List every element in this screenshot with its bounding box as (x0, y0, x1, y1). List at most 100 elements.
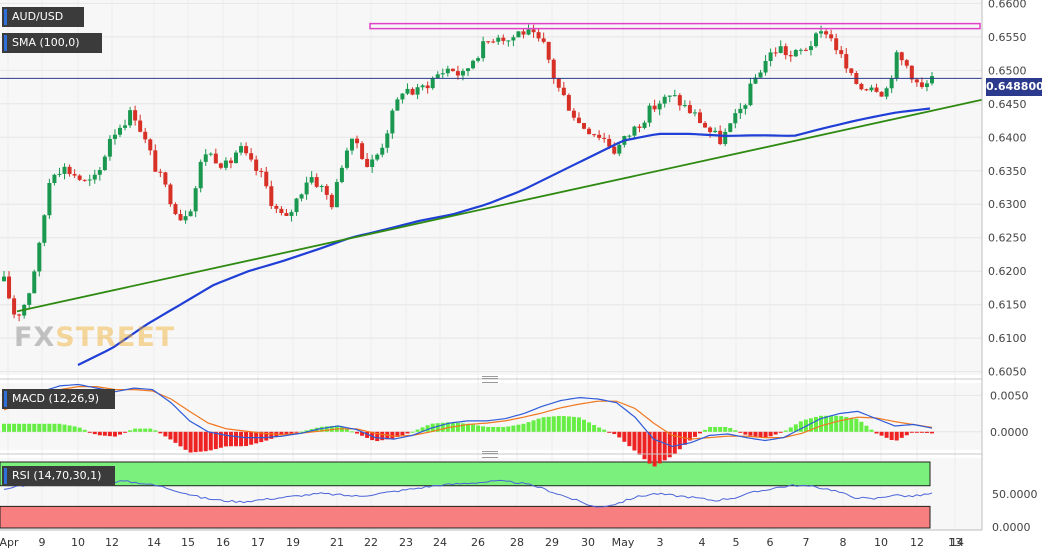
macd-hist-bar-positive (445, 422, 450, 432)
bull-candle (415, 87, 420, 95)
macd-hist-bar-positive (32, 423, 37, 432)
macd-hist-bar-positive (808, 418, 813, 432)
symbol-label[interactable]: AUD/USD (2, 7, 84, 27)
macd-hist-bar-negative (118, 431, 122, 435)
bear-candle (637, 126, 642, 128)
bull-candle (471, 60, 476, 69)
macd-hist-bar-negative (617, 431, 622, 438)
bear-candle (360, 143, 365, 159)
ascending-trendline[interactable] (16, 98, 983, 313)
macd-hist-bar-negative (284, 431, 289, 435)
macd-hist-bar-negative (627, 431, 632, 447)
macd-hist-bar-positive (733, 430, 738, 432)
macd-hist-bar-positive (350, 431, 354, 433)
time-tick-label: 17 (251, 536, 265, 549)
macd-hist-bar-positive (854, 418, 859, 432)
last-price-badge: 0.648800 (986, 78, 1044, 96)
bull-candle (208, 153, 213, 155)
macd-hist-bar-negative (218, 431, 223, 448)
macd-hist-bar-negative (269, 431, 274, 439)
bull-candle (748, 83, 753, 106)
macd-pane[interactable] (0, 383, 982, 450)
bull-candle (445, 68, 450, 74)
macd-line (3, 383, 933, 448)
macd-legend[interactable]: MACD (12,26,9) (2, 389, 115, 409)
macd-hist-bar-positive (541, 417, 546, 432)
bear-candle (582, 123, 586, 129)
macd-hist-bar-positive (27, 423, 32, 432)
bull-candle (632, 126, 637, 136)
sma-100-line (77, 107, 931, 366)
macd-hist-bar-negative (173, 431, 178, 443)
bear-candle (698, 112, 702, 124)
price-tick-label: 0.6400 (988, 131, 1027, 144)
bear-candle (17, 314, 22, 316)
time-tick-label: 3 (657, 536, 664, 549)
macd-hist-bar-positive (592, 425, 597, 432)
macd-hist-bar-positive (829, 415, 834, 432)
macd-hist-bar-negative (193, 431, 198, 453)
bear-candle (839, 50, 844, 55)
pane-resize-handle-1[interactable] (482, 376, 498, 383)
macd-hist-bar-negative (622, 431, 627, 442)
macd-hist-bar-positive (460, 423, 465, 432)
bear-candle (597, 134, 602, 138)
time-tick-label: 9 (39, 536, 46, 549)
macd-hist-bar-positive (42, 423, 47, 432)
macd-hist-bar-positive (501, 426, 506, 432)
bull-candle (92, 174, 97, 180)
rsi-legend[interactable]: RSI (14,70,30,1) (2, 466, 115, 486)
bull-candle (819, 31, 824, 34)
bull-candle (758, 72, 763, 78)
macd-hist-bar-negative (365, 431, 370, 438)
bear-candle (244, 146, 249, 154)
y-axis: 0.6600 0.6550 0.6500 0.6450 0.6400 0.6350 0.63… (988, 0, 1038, 534)
bear-candle (849, 68, 854, 74)
bear-candle (834, 38, 839, 51)
price-pane[interactable] (0, 0, 982, 375)
macd-hist-bar-negative (909, 431, 914, 433)
bull-candle (723, 131, 728, 145)
macd-hist-bar-positive (67, 425, 72, 432)
macd-hist-bar-positive (304, 430, 309, 432)
macd-hist-bar-negative (692, 431, 697, 437)
bear-candle (521, 31, 526, 35)
bear-candle (904, 60, 909, 66)
macd-hist-bar-negative (360, 431, 365, 436)
rsi-legend-text: RSI (14,70,30,1) (12, 469, 102, 482)
macd-hist-bar-positive (506, 426, 511, 432)
pane-resize-handle-2[interactable] (482, 451, 498, 458)
macd-hist-bar-positive (476, 425, 481, 432)
bull-candle (193, 188, 198, 212)
bull-candle (642, 122, 647, 128)
bear-candle (274, 205, 279, 209)
bear-candle (919, 82, 924, 88)
price-tick-label: 0.6200 (988, 265, 1027, 278)
bull-candle (370, 159, 375, 168)
price-tick-label: 0.6050 (988, 366, 1027, 379)
macd-hist-bar-negative (213, 431, 218, 450)
macd-hist-bar-negative (102, 431, 107, 436)
macd-hist-bar-negative (758, 431, 763, 438)
bear-candle (218, 163, 223, 168)
macd-hist-bar-positive (566, 416, 571, 432)
rsi-tick-label: 50.0000 (992, 488, 1038, 501)
bull-candle (662, 96, 667, 104)
macd-hist-bar-positive (62, 424, 67, 432)
resistance-zone[interactable] (369, 22, 981, 30)
macd-hist-bar-negative (168, 431, 173, 440)
bull-candle (37, 242, 42, 272)
macd-hist-bar-negative (239, 431, 244, 447)
macd-hist-bar-positive (72, 426, 77, 432)
bull-candle (339, 167, 344, 183)
bear-candle (546, 41, 551, 60)
macd-hist-bar-negative (87, 431, 92, 433)
macd-hist-bar-negative (672, 431, 677, 454)
macd-hist-bar-positive (319, 426, 324, 432)
symbol-label-accent (4, 9, 7, 25)
bear-candle (158, 171, 163, 173)
bear-candle (450, 68, 455, 72)
sma-legend[interactable]: SMA (100,0) (2, 33, 102, 53)
bull-candle (753, 77, 758, 84)
